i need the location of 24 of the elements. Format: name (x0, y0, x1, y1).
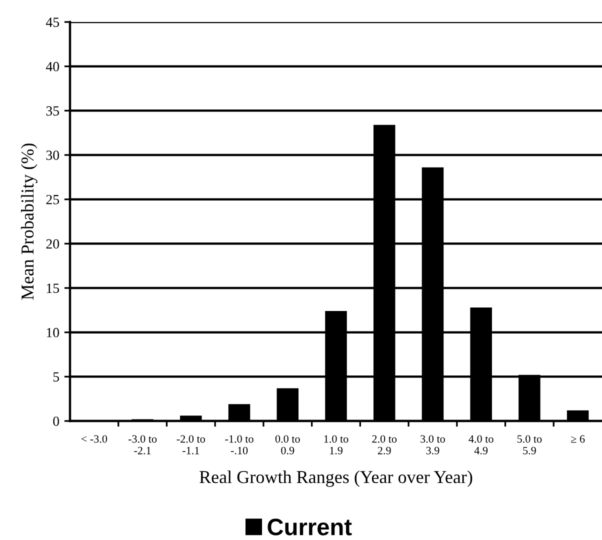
x-tick-label: 1.0 to 1.9 (324, 435, 348, 454)
legend-label: Current (268, 518, 352, 536)
y-tick-label: 45 (46, 18, 60, 27)
x-axis-title: Real Growth Ranges (Year over Year) (200, 470, 472, 487)
y-tick-label: 30 (46, 150, 60, 160)
x-tick-label: -3.0 to -2.1 (128, 435, 157, 454)
x-tick-label: 0.0 to 0.9 (275, 435, 300, 454)
y-tick-label: 25 (46, 194, 60, 204)
y-tick-label: 10 (46, 328, 60, 338)
x-tick-label: -1.0 to -.10 (225, 435, 254, 454)
x-tick-label: -2.0 to -1.1 (176, 435, 205, 454)
x-tick-label: ≥ 6 (571, 435, 585, 443)
x-tick-label: 3.0 to 3.9 (420, 435, 445, 454)
y-tick-label: 5 (53, 372, 60, 382)
y-tick-label: 15 (46, 284, 60, 293)
x-tick-label: 2.0 to 2.9 (372, 435, 397, 454)
x-tick-label: 5.0 to 5.9 (517, 435, 542, 454)
x-tick-label: < -3.0 (81, 435, 108, 443)
y-tick-label: 40 (46, 62, 60, 72)
y-axis-title: Mean Probability (%) (20, 144, 38, 300)
y-tick-label: 35 (46, 106, 60, 116)
y-tick-label: 20 (46, 239, 60, 249)
y-tick-label: 0 (53, 416, 60, 426)
x-tick-label: 4.0 to 4.9 (468, 435, 494, 454)
